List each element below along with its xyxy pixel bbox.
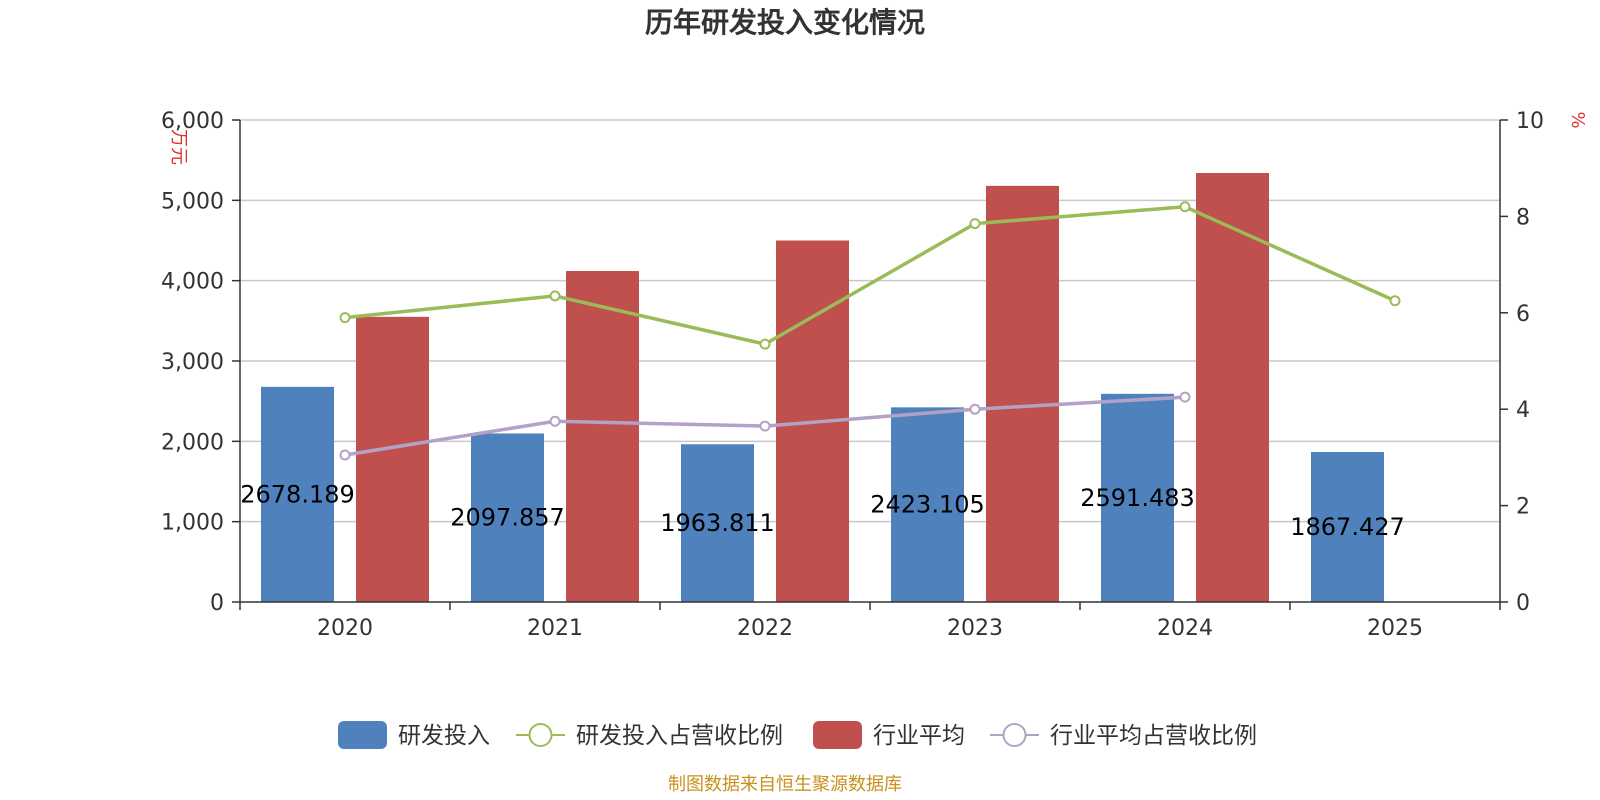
lines: [339, 201, 1401, 461]
bar-rd: [471, 433, 544, 602]
bars: [261, 173, 1384, 602]
line-series-0: [344, 204, 1396, 346]
left-tick-label: 4,000: [161, 270, 224, 295]
left-tick-label: 2,000: [161, 430, 224, 455]
line-point: [339, 312, 351, 324]
bar-value-label: 2591.483: [1080, 484, 1195, 512]
line-point: [1179, 391, 1191, 403]
x-tick-label: 2023: [947, 616, 1003, 641]
bar-value-label: 2678.189: [240, 480, 355, 508]
right-tick-label: 6: [1516, 302, 1530, 327]
x-tick-label: 2024: [1157, 616, 1213, 641]
legend-label: 行业平均: [873, 723, 965, 749]
line-point: [969, 403, 981, 415]
right-tick-label: 4: [1516, 398, 1530, 423]
x-tick-label: 2022: [737, 616, 793, 641]
axes: 0 1,000 2,000 3,000 4,000 5,000 6,000 0 2 4 6 8 10 20…: [161, 109, 1544, 641]
gridlines: [240, 119, 1500, 523]
right-tick-label: 2: [1516, 495, 1530, 520]
bar-industry: [1196, 173, 1269, 602]
bar-rd: [681, 444, 754, 602]
legend-label: 行业平均占营收比例: [1050, 723, 1257, 749]
right-tick-label: 0: [1516, 591, 1530, 616]
legend-swatch-marker: [528, 723, 553, 747]
bar-value-label: 1963.811: [660, 509, 775, 537]
data-labels: 2678.189 2097.857 1963.811 2423.105 2591.483…: [240, 480, 1405, 541]
left-tick-label: 1,000: [161, 511, 224, 536]
left-tick-label: 3,000: [161, 350, 224, 375]
chart-title: 历年研发投入变化情况: [645, 6, 925, 39]
legend-swatch-bar: [338, 721, 387, 749]
legend-swatch-bar: [813, 721, 862, 749]
bar-value-label: 1867.427: [1290, 513, 1405, 541]
left-axis-unit: 万元: [168, 129, 189, 165]
left-tick-label: 0: [210, 591, 224, 616]
bar-rd: [1311, 451, 1384, 602]
legend-label: 研发投入: [398, 723, 490, 749]
left-tick-label: 5,000: [161, 189, 224, 214]
right-tick-label: 8: [1516, 205, 1530, 230]
legend: 研发投入 研发投入占营收比例 行业平均 行业平均占营收比例: [338, 721, 1257, 749]
left-tick-label: 6,000: [161, 109, 224, 134]
legend-label: 研发投入占营收比例: [576, 723, 783, 749]
source-note: 制图数据来自恒生聚源数据库: [668, 774, 902, 795]
line-point: [1389, 295, 1401, 307]
line-point: [1179, 201, 1191, 213]
line-point: [759, 338, 771, 350]
right-axis-unit: %: [1567, 111, 1588, 128]
bar-value-label: 2097.857: [450, 504, 565, 532]
x-tick-label: 2020: [317, 616, 373, 641]
line-point: [549, 290, 561, 302]
bar-industry: [356, 316, 429, 602]
legend-swatch-marker: [1002, 723, 1027, 747]
x-tick-label: 2021: [527, 616, 583, 641]
x-tick-label: 2025: [1367, 616, 1423, 641]
bar-rd: [1101, 393, 1174, 602]
line-point: [339, 449, 351, 461]
bar-industry: [566, 271, 639, 602]
line-point: [969, 218, 981, 230]
line-point: [759, 420, 771, 432]
line-point: [549, 415, 561, 427]
right-tick-label: 10: [1516, 109, 1544, 134]
bar-rd: [891, 407, 964, 602]
bar-rd: [261, 386, 334, 602]
bar-value-label: 2423.105: [870, 491, 985, 519]
bar-industry: [986, 185, 1059, 602]
